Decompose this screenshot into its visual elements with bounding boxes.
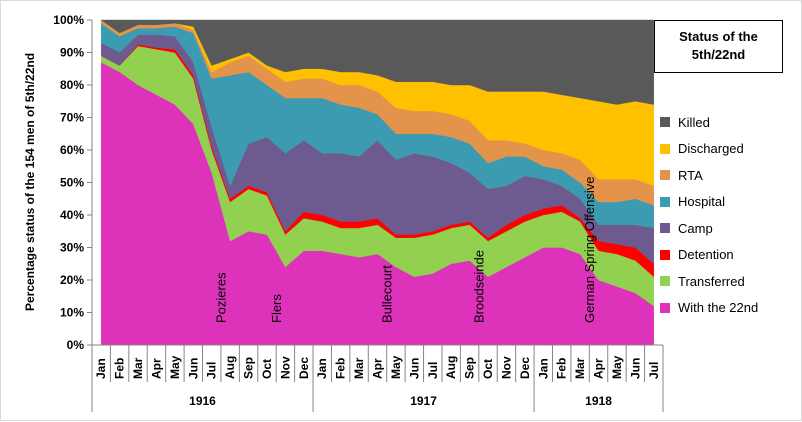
annotation-pozieres: Pozieres (214, 272, 229, 323)
x-tick-label: Jan (315, 358, 329, 379)
x-tick-label: Jan (94, 358, 108, 379)
legend-swatch (660, 196, 670, 207)
legend-item-detention: Detention (660, 242, 800, 269)
legend-label: Camp (678, 220, 713, 236)
x-tick-label: Sep (242, 357, 256, 379)
x-tick-label: Nov (499, 356, 513, 379)
annotation-german-spring-offensive: German Spring Offensive (582, 177, 597, 323)
y-tick-label: 0% (67, 338, 85, 352)
y-tick-label: 40% (60, 208, 84, 222)
x-tick-label: Mar (131, 357, 145, 379)
y-tick-label: 70% (60, 111, 84, 125)
y-tick-label: 50% (60, 176, 84, 190)
x-tick-label: Feb (334, 358, 348, 379)
x-tick-label: Nov (278, 356, 292, 379)
legend-item-hospital: Hospital (660, 189, 800, 216)
x-tick-label: Aug (223, 356, 237, 379)
chart-title: Status of the 5th/22nd (679, 29, 758, 62)
legend-item-killed: Killed (660, 109, 800, 136)
legend-swatch (660, 143, 670, 154)
legend-item-camp: Camp (660, 215, 800, 242)
y-tick-label: 60% (60, 143, 84, 157)
x-tick-label: Jul (205, 362, 219, 379)
chart-title-box: Status of the 5th/22nd (654, 20, 783, 73)
annotation-broodseinde: Broodseinde (471, 250, 486, 323)
x-tick-label: Jan (536, 358, 550, 379)
x-tick-label: Oct (481, 359, 495, 379)
legend-swatch (660, 302, 670, 313)
legend-swatch (660, 223, 670, 234)
x-tick-label: Sep (463, 357, 477, 379)
legend-item-transferred: Transferred (660, 268, 800, 295)
x-tick-label: Dec (518, 357, 532, 379)
legend-item-rta: RTA (660, 162, 800, 189)
x-tick-label: Mar (352, 357, 366, 379)
legend-label: Killed (678, 114, 710, 130)
x-tick-label: May (168, 355, 182, 379)
x-tick-label: Aug (444, 356, 458, 379)
year-label: 1917 (410, 394, 437, 408)
y-tick-label: 20% (60, 273, 84, 287)
x-tick-label: Jul (426, 362, 440, 379)
legend-swatch (660, 249, 670, 260)
legend: Killed Discharged RTA Hospital Camp Detention… (660, 109, 800, 321)
y-tick-label: 30% (60, 241, 84, 255)
legend-label: Transferred (678, 273, 745, 289)
x-tick-label: Jun (407, 358, 421, 379)
x-tick-label: Jun (186, 358, 200, 379)
legend-swatch (660, 276, 670, 287)
x-tick-label: Apr (149, 358, 163, 379)
annotation-bullecourt: Bullecourt (379, 265, 394, 323)
year-label: 1916 (189, 394, 216, 408)
x-tick-label: May (389, 355, 403, 379)
legend-label: Hospital (678, 194, 725, 210)
x-tick-label: Apr (371, 358, 385, 379)
y-tick-label: 100% (53, 13, 84, 27)
series-killed (100, 19, 654, 105)
legend-item-discharged: Discharged (660, 136, 800, 163)
legend-label: With the 22nd (678, 300, 759, 316)
legend-item-with-the-22nd: With the 22nd (660, 295, 800, 322)
x-tick-label: Mar (573, 357, 587, 379)
y-tick-label: 10% (60, 306, 84, 320)
y-axis-label: Percentage status of the 154 men of 5th/… (23, 53, 37, 311)
x-tick-label: Oct (260, 359, 274, 379)
y-tick-label: 90% (60, 46, 84, 60)
legend-label: RTA (678, 167, 703, 183)
x-tick-label: Dec (297, 357, 311, 379)
legend-label: Discharged (678, 141, 744, 157)
legend-swatch (660, 170, 670, 181)
legend-label: Detention (678, 247, 734, 263)
x-tick-label: Feb (555, 358, 569, 379)
x-tick-label: Jun (628, 358, 642, 379)
x-tick-label: Feb (113, 358, 127, 379)
x-tick-label: May (610, 355, 624, 379)
year-label: 1918 (585, 394, 612, 408)
x-tick-label: Jul (647, 362, 661, 379)
y-tick-label: 80% (60, 78, 84, 92)
annotation-flers: Flers (269, 294, 284, 323)
x-tick-label: Apr (592, 358, 606, 379)
legend-swatch (660, 117, 670, 128)
